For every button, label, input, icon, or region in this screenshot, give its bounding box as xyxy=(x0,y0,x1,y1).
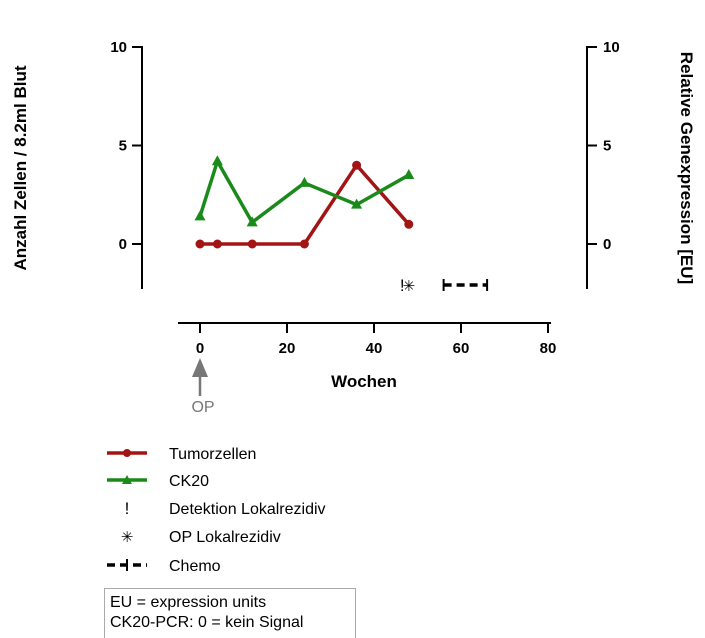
series-line-ck20 xyxy=(198,159,410,225)
data-point-tumorzellen xyxy=(247,239,257,249)
data-point-ck20 xyxy=(211,155,223,166)
left-y-tick-label: 10 xyxy=(110,39,127,56)
legend: Tumorzellen CK20 ! Detektion Lokalrezidi… xyxy=(107,446,326,575)
x-tick-label: 0 xyxy=(196,340,204,357)
x-tick-label: 40 xyxy=(366,340,383,357)
x-axis-title: Wochen xyxy=(331,372,397,391)
op-label: OP xyxy=(191,399,214,416)
left-y-axis-title: Anzahl Zellen / 8.2ml Blut xyxy=(11,65,30,270)
data-point-tumorzellen xyxy=(195,239,205,249)
legend-item-ck20: CK20 xyxy=(107,473,209,490)
data-point-tumorzellen xyxy=(352,160,362,170)
legend-label-detektion: Detektion Lokalrezidiv xyxy=(169,501,326,518)
legend-item-op-lokalrezidiv: ✳ OP Lokalrezidiv xyxy=(121,528,281,546)
right-y-tick-label: 5 xyxy=(603,138,611,155)
event-detektion-icon: ! xyxy=(400,276,405,295)
note-line-ck20-pcr: CK20-PCR: 0 = kein Signal xyxy=(110,614,304,631)
legend-item-detektion: ! Detektion Lokalrezidiv xyxy=(125,499,326,518)
data-point-ck20 xyxy=(298,176,310,187)
exclamation-icon: ! xyxy=(125,499,130,518)
series-layer xyxy=(194,155,415,249)
x-tick-label: 80 xyxy=(540,340,557,357)
event-op-lokalrezidiv-icon: ✳ xyxy=(403,277,416,295)
note-box: EU = expression units CK20-PCR: 0 = kein… xyxy=(104,588,356,638)
x-tick-label: 60 xyxy=(453,340,470,357)
right-y-tick-label: 0 xyxy=(603,236,611,253)
legend-label-ck20: CK20 xyxy=(169,473,209,490)
data-point-ck20 xyxy=(403,169,415,180)
left-y-tick-label: 0 xyxy=(119,236,127,253)
left-y-ticks: 0 5 10 xyxy=(110,39,142,253)
x-ticks: 0 20 40 60 80 xyxy=(196,323,557,357)
legend-item-tumorzellen: Tumorzellen xyxy=(107,446,256,463)
right-y-tick-label: 10 xyxy=(603,39,620,56)
legend-label-tumorzellen: Tumorzellen xyxy=(169,446,256,463)
data-point-tumorzellen xyxy=(299,239,309,249)
legend-item-chemo: Chemo xyxy=(107,558,221,575)
events-layer: !✳ xyxy=(400,276,489,295)
op-arrow xyxy=(192,358,208,396)
data-point-ck20 xyxy=(194,210,206,221)
asterisk-icon: ✳ xyxy=(121,528,134,546)
x-tick-label: 20 xyxy=(279,340,296,357)
left-y-tick-label: 5 xyxy=(119,138,127,155)
legend-label-op-lokalrezidiv: OP Lokalrezidiv xyxy=(169,529,281,546)
right-y-ticks: 0 5 10 xyxy=(587,39,620,253)
data-point-tumorzellen xyxy=(212,239,222,249)
data-point-ck20 xyxy=(246,216,258,227)
legend-label-chemo: Chemo xyxy=(169,558,221,575)
data-point-ck20 xyxy=(351,198,363,209)
data-point-tumorzellen xyxy=(404,219,414,229)
note-line-eu: EU = expression units xyxy=(110,594,267,611)
right-y-axis-title: Relative Genexpression [EU] xyxy=(677,52,696,284)
